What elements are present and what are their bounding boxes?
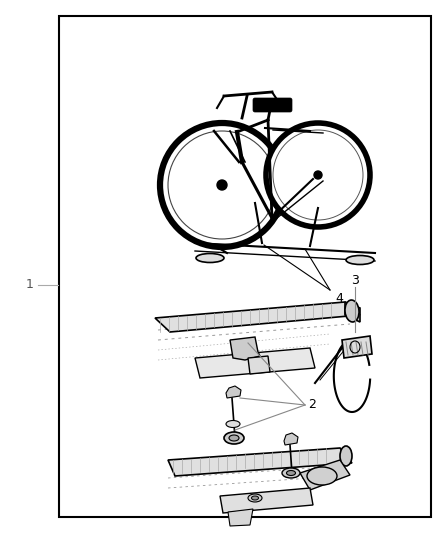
Ellipse shape bbox=[248, 494, 262, 502]
Polygon shape bbox=[248, 356, 270, 374]
Ellipse shape bbox=[251, 496, 258, 500]
Circle shape bbox=[314, 171, 322, 179]
Polygon shape bbox=[168, 448, 352, 476]
Ellipse shape bbox=[286, 471, 296, 475]
Polygon shape bbox=[345, 302, 360, 322]
Circle shape bbox=[266, 123, 370, 227]
Text: 4: 4 bbox=[335, 292, 343, 305]
Ellipse shape bbox=[282, 468, 300, 478]
FancyBboxPatch shape bbox=[253, 98, 292, 112]
Polygon shape bbox=[155, 302, 360, 332]
Polygon shape bbox=[284, 433, 298, 445]
Circle shape bbox=[217, 180, 227, 190]
Ellipse shape bbox=[229, 435, 239, 441]
Ellipse shape bbox=[226, 421, 240, 427]
Ellipse shape bbox=[196, 254, 224, 262]
Circle shape bbox=[160, 123, 284, 247]
Polygon shape bbox=[195, 348, 315, 378]
Polygon shape bbox=[230, 337, 260, 360]
Polygon shape bbox=[342, 336, 372, 358]
Ellipse shape bbox=[340, 446, 352, 466]
Polygon shape bbox=[300, 460, 350, 490]
Text: 2: 2 bbox=[308, 399, 316, 411]
Polygon shape bbox=[220, 488, 313, 513]
Polygon shape bbox=[226, 386, 241, 398]
Text: 1: 1 bbox=[26, 279, 34, 292]
Bar bbox=[59, 16, 431, 517]
Ellipse shape bbox=[346, 255, 374, 264]
Polygon shape bbox=[228, 509, 253, 526]
Text: 3: 3 bbox=[351, 273, 359, 287]
Ellipse shape bbox=[307, 467, 337, 485]
Ellipse shape bbox=[224, 432, 244, 444]
Ellipse shape bbox=[345, 300, 359, 322]
